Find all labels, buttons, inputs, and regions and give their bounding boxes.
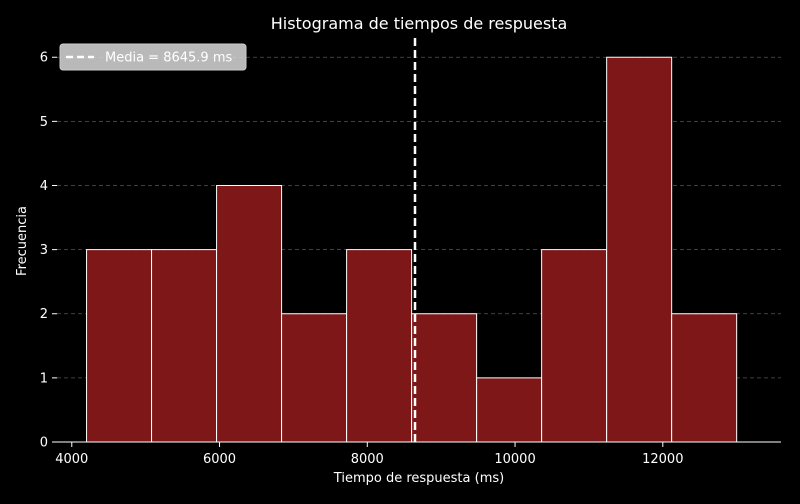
- y-tick-label-2: 2: [40, 307, 48, 322]
- histogram-bar-7: [476, 377, 543, 443]
- histogram-bar-2: [151, 249, 218, 443]
- histogram-bar-5: [346, 249, 413, 443]
- histogram-bar-3: [216, 184, 283, 443]
- y-tick-label-0: 0: [40, 436, 48, 451]
- chart-title: Histograma de tiempos de respuesta: [271, 14, 568, 33]
- histogram-bar-10: [671, 313, 738, 443]
- x-tick-label-6000: 6000: [203, 452, 236, 467]
- legend-mean-label: Media = 8645.9 ms: [105, 51, 232, 66]
- legend: Media = 8645.9 ms: [59, 43, 247, 71]
- histogram-bar-9: [606, 56, 673, 443]
- axes-layer: 0 1 2 3 4 5 6 4000 6000 8000 10000 12000: [40, 51, 781, 467]
- histogram-bar-6: [411, 313, 478, 443]
- y-tick-label-5: 5: [40, 115, 48, 130]
- y-tick-label-3: 3: [40, 243, 48, 258]
- x-tick-label-10000: 10000: [494, 452, 535, 467]
- y-tick-label-6: 6: [40, 51, 48, 66]
- histogram-bar-8: [541, 249, 608, 443]
- x-tick-label-8000: 8000: [351, 452, 384, 467]
- y-tick-label-1: 1: [40, 371, 48, 386]
- legend-box: [59, 43, 247, 71]
- x-tick-label-12000: 12000: [642, 452, 683, 467]
- bars-layer: [86, 56, 738, 443]
- histogram-bar-4: [281, 313, 348, 443]
- y-tick-label-4: 4: [40, 179, 48, 194]
- y-axis-label: Frecuencia: [15, 206, 30, 276]
- x-axis-label: Tiempo de respuesta (ms): [333, 471, 504, 486]
- histogram-bar-1: [86, 249, 153, 443]
- x-tick-label-4000: 4000: [55, 452, 88, 467]
